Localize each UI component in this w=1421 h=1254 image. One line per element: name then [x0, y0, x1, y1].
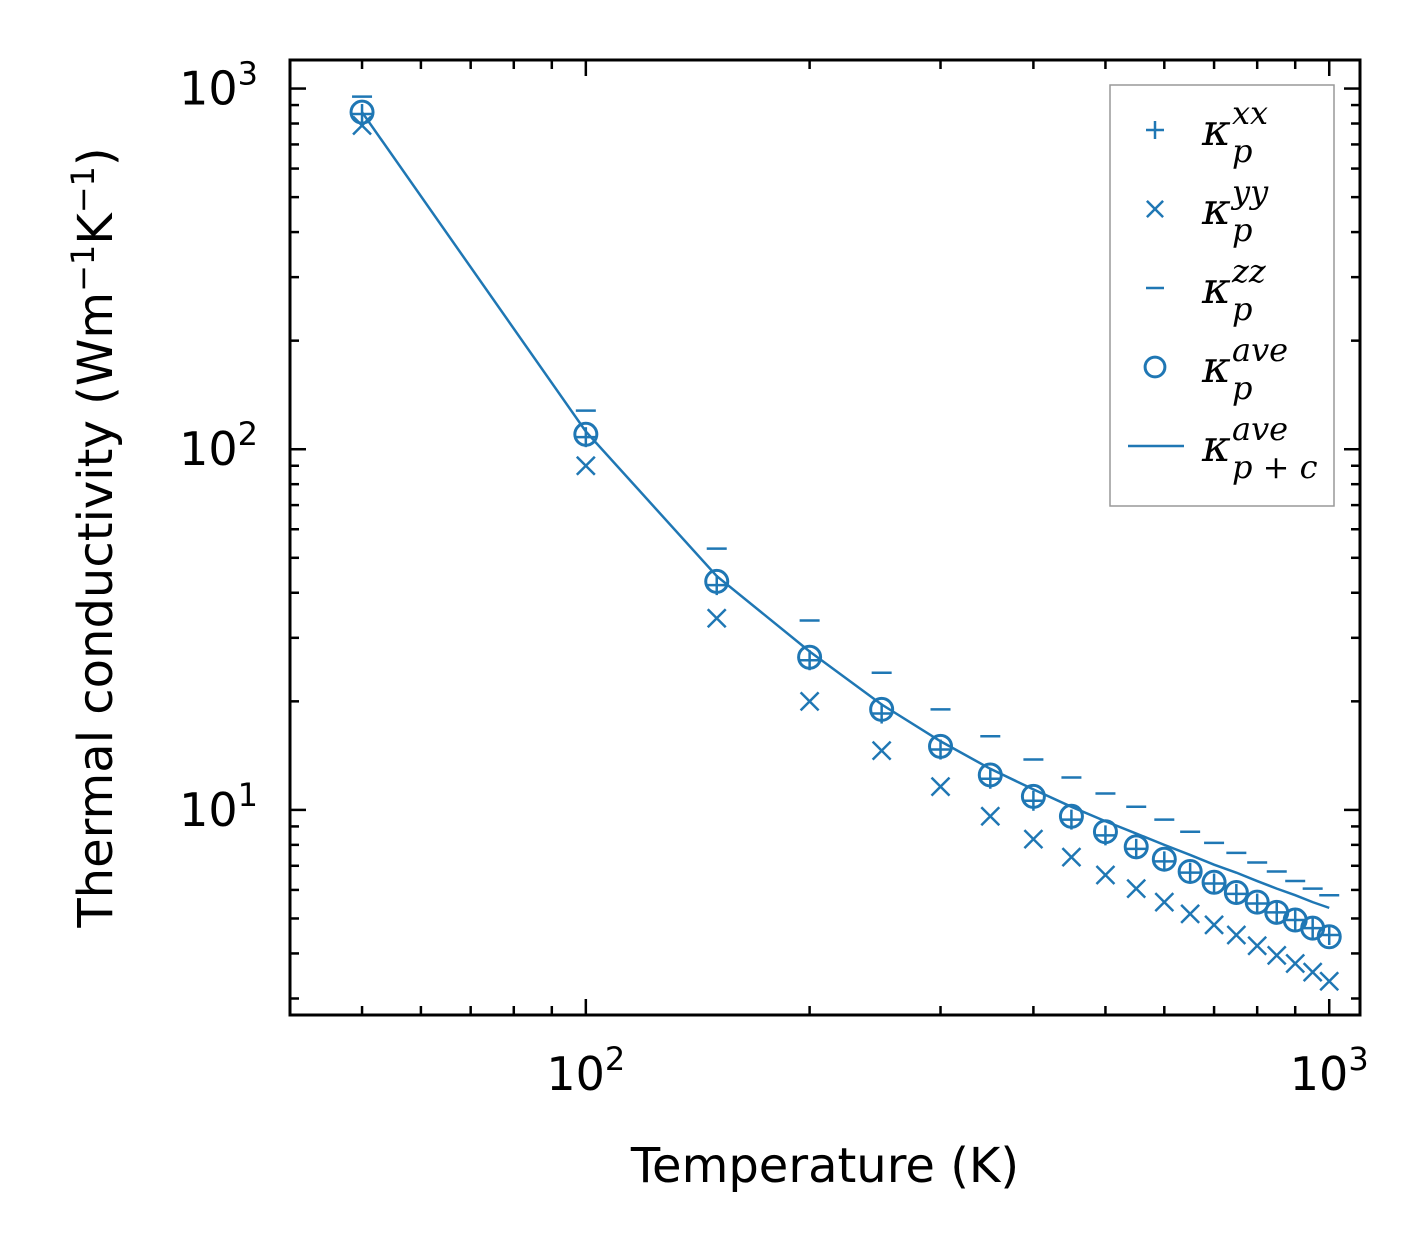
data-point: [1180, 862, 1201, 883]
data-point: [573, 421, 599, 447]
x-tick-label: 103: [1290, 1040, 1369, 1101]
series-2: [352, 95, 1340, 897]
data-point: [1058, 803, 1084, 829]
legend-superscript: yy: [1230, 173, 1269, 211]
data-point: [1126, 878, 1147, 899]
legend-marker-icon: [1143, 355, 1167, 379]
data-point: [1020, 783, 1046, 809]
data-point: [799, 691, 820, 712]
data-point: [1247, 893, 1268, 914]
legend-subscript: p: [1232, 211, 1252, 249]
y-tick-label: 101: [179, 776, 258, 837]
legend-subscript: p: [1232, 290, 1252, 328]
data-point: [1154, 892, 1175, 913]
legend-frame: [1109, 84, 1335, 507]
legend-subscript: p + c: [1232, 448, 1318, 486]
legend-subscript: p: [1232, 132, 1252, 170]
legend-marker-icon: [1146, 121, 1164, 139]
data-point: [349, 99, 375, 125]
data-point: [1226, 883, 1247, 904]
legend-entry: κ xxp: [1146, 94, 1268, 170]
data-point: [1226, 925, 1247, 945]
data-point: [1180, 903, 1201, 924]
series-4: [361, 111, 1330, 910]
axes-frame: [288, 58, 1362, 1017]
data-point: [930, 776, 951, 797]
data-point: [1061, 847, 1082, 867]
data-point: [704, 568, 730, 594]
data-point: [869, 696, 895, 722]
data-point: [1316, 924, 1342, 950]
y-axis-title: Thermal conductivity (Wm−1K−1): [64, 147, 124, 928]
data-point: [1302, 962, 1323, 983]
legend-symbol: κ: [1201, 342, 1231, 393]
legend-symbol: κ: [1201, 263, 1231, 314]
data-point: [1285, 953, 1306, 974]
data-point: [1204, 873, 1225, 894]
series-3: [349, 99, 1342, 950]
legend-superscript: xx: [1232, 94, 1268, 132]
data-point: [1266, 902, 1287, 923]
data-point: [1244, 889, 1270, 915]
data-point: [1201, 869, 1227, 895]
data-point: [1095, 865, 1116, 885]
data-point: [1023, 829, 1044, 849]
axis-layer: 102 103 101 102 103 Temperature (K) Thermal co…: [64, 55, 1369, 1194]
legend-superscript: ave: [1232, 410, 1288, 448]
legend-marker-icon: [1146, 200, 1164, 218]
data-point: [1285, 910, 1306, 931]
legend-entry: κ yyp: [1146, 173, 1269, 249]
y-tick-label: 103: [179, 55, 258, 116]
data-point: [1154, 851, 1175, 872]
legend-superscript: zz: [1231, 252, 1267, 290]
data-point: [1319, 971, 1340, 992]
legend-symbol: κ: [1201, 421, 1231, 472]
legend-superscript: ave: [1232, 331, 1288, 369]
data-point: [1151, 846, 1177, 872]
data-point: [575, 455, 596, 476]
data-point: [1126, 838, 1147, 859]
data-point: [871, 740, 892, 761]
data-point: [797, 644, 823, 670]
legend-symbol: κ: [1201, 184, 1231, 235]
data-point: [1223, 880, 1249, 906]
data-point: [1204, 914, 1224, 935]
data-point: [1266, 945, 1287, 966]
legend-entry: κ zzp: [1146, 252, 1267, 328]
data-point: [1302, 918, 1323, 939]
data-layer: [349, 95, 1342, 992]
x-tick-label: 102: [546, 1040, 625, 1101]
data-point: [706, 608, 727, 629]
legend-subscript: p: [1232, 369, 1252, 407]
legend-symbol: κ: [1201, 105, 1231, 156]
data-point: [1123, 834, 1149, 860]
x-axis-title: Temperature (K): [630, 1138, 1019, 1194]
data-point: [980, 806, 1001, 827]
data-point: [1177, 858, 1203, 884]
data-point: [1247, 935, 1268, 956]
y-tick-label: 102: [179, 415, 258, 476]
series-line: [361, 111, 1330, 910]
